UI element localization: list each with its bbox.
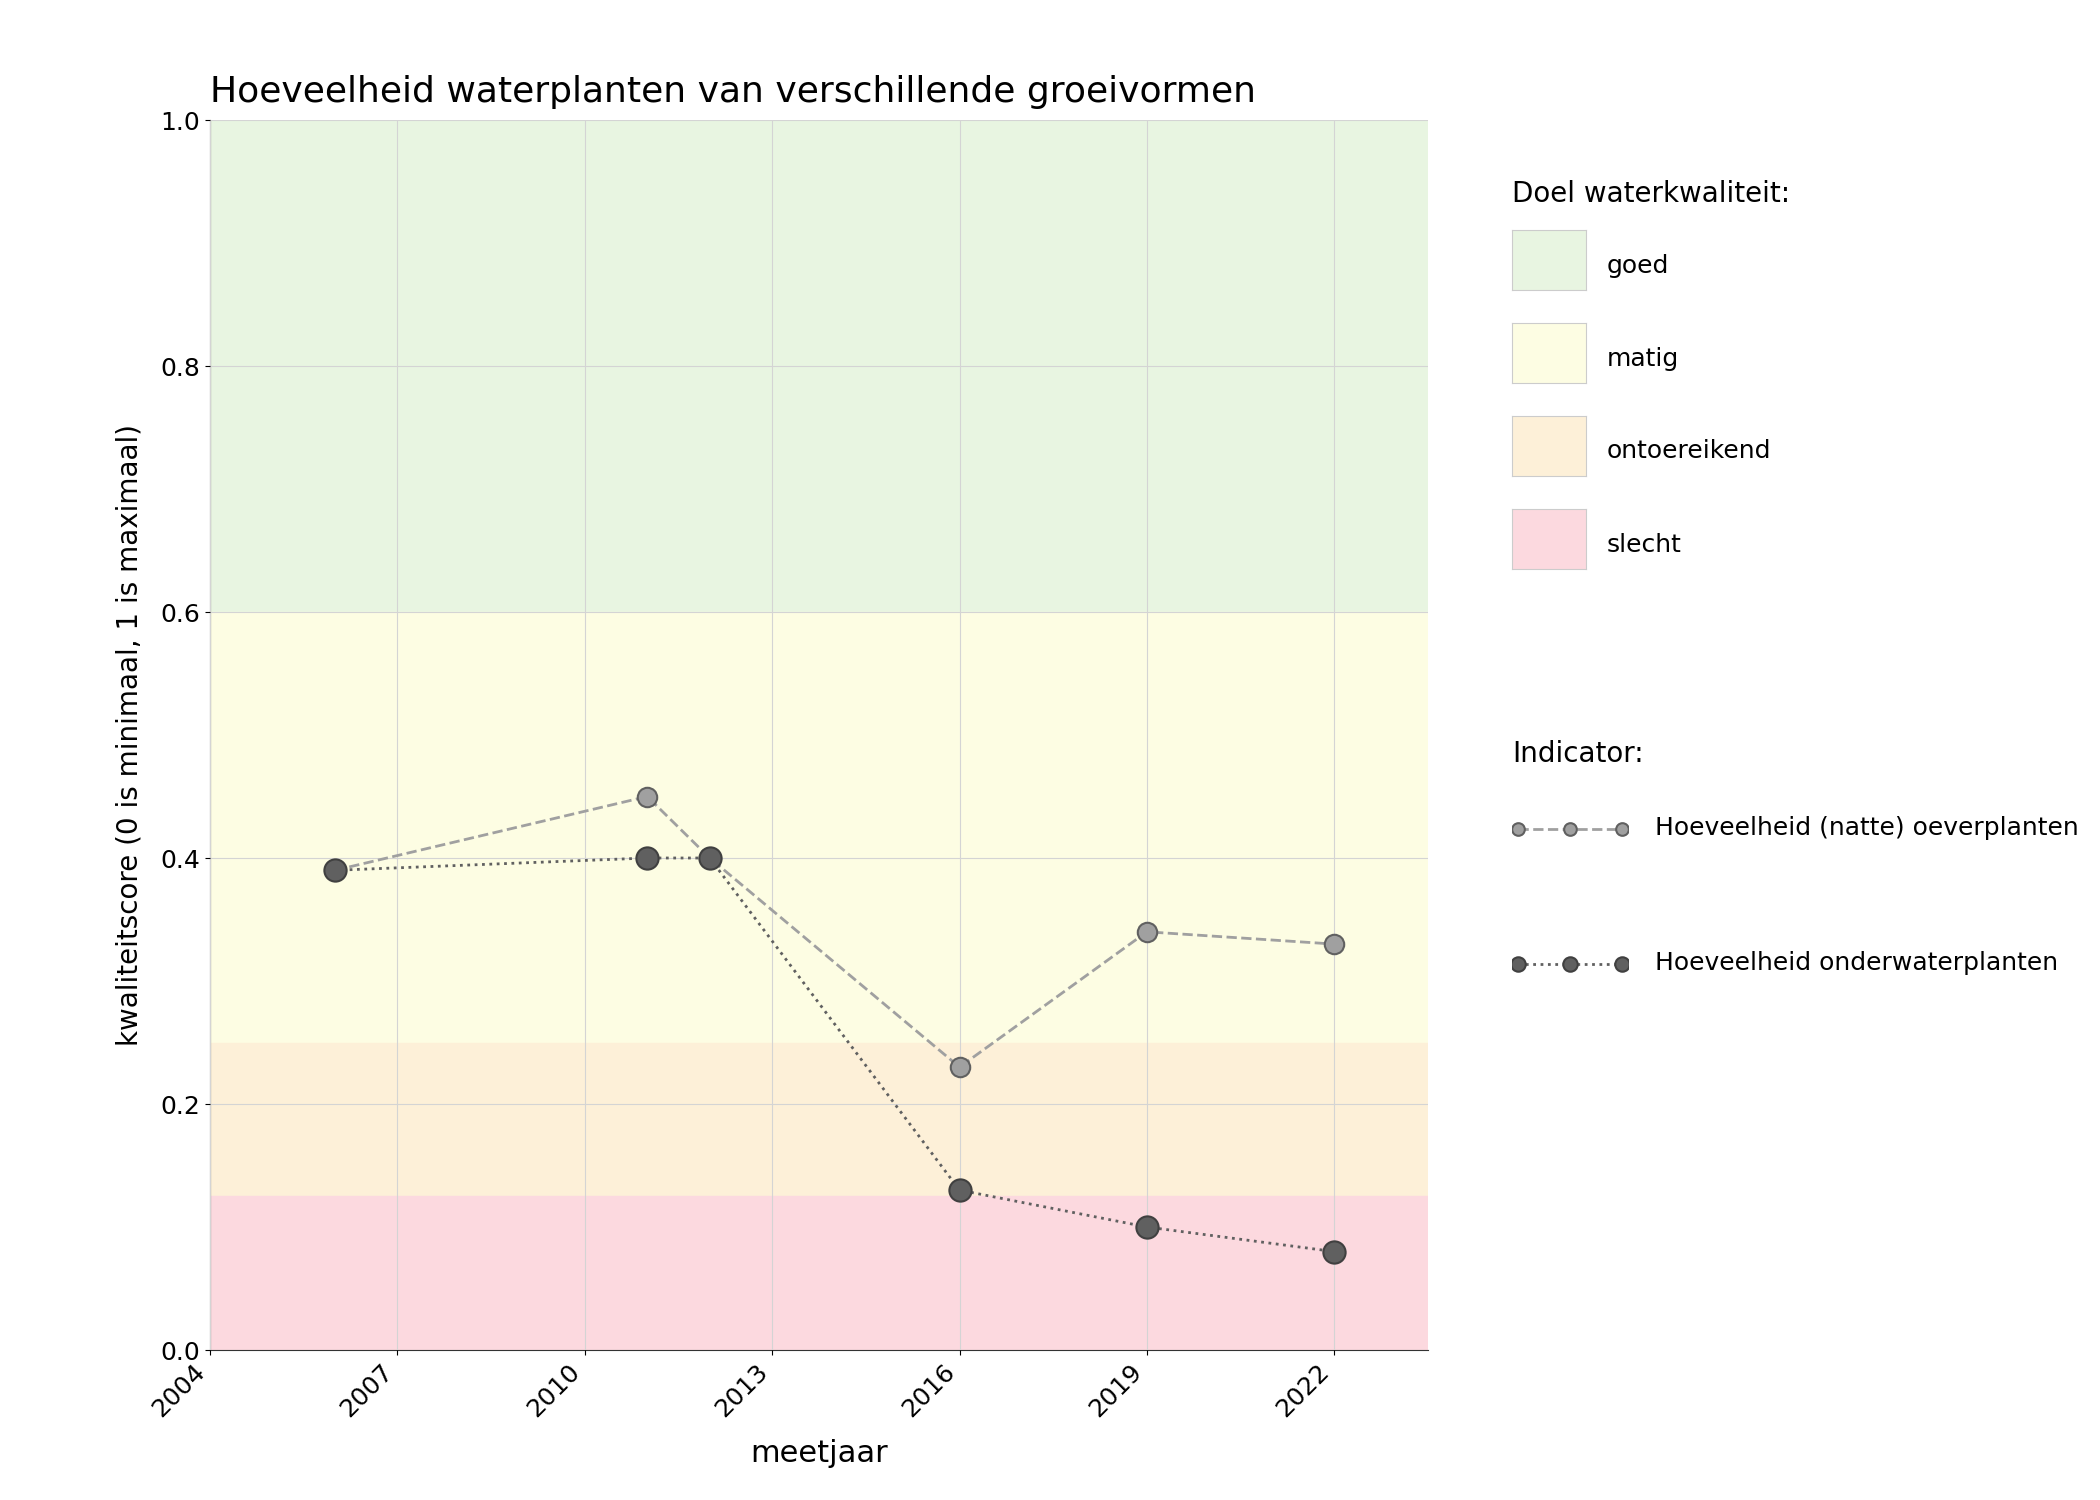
Bar	[210, 612, 1428, 1042]
Text: Doel waterkwaliteit:: Doel waterkwaliteit:	[1512, 180, 1789, 209]
Bar	[210, 1042, 1428, 1197]
Text: Hoeveelheid onderwaterplanten: Hoeveelheid onderwaterplanten	[1655, 951, 2058, 975]
Text: goed: goed	[1606, 254, 1670, 278]
Y-axis label: kwaliteitscore (0 is minimaal, 1 is maximaal): kwaliteitscore (0 is minimaal, 1 is maxi…	[116, 424, 143, 1046]
Text: Hoeveelheid waterplanten van verschillende groeivormen: Hoeveelheid waterplanten van verschillen…	[210, 75, 1256, 109]
Bar	[210, 120, 1428, 612]
Bar	[210, 1197, 1428, 1350]
Text: ontoereikend: ontoereikend	[1606, 440, 1770, 464]
Text: matig: matig	[1606, 346, 1678, 370]
Text: slecht: slecht	[1606, 532, 1682, 556]
Text: Hoeveelheid (natte) oeverplanten: Hoeveelheid (natte) oeverplanten	[1655, 816, 2079, 840]
Text: Indicator:: Indicator:	[1512, 740, 1644, 768]
X-axis label: meetjaar: meetjaar	[750, 1438, 888, 1467]
